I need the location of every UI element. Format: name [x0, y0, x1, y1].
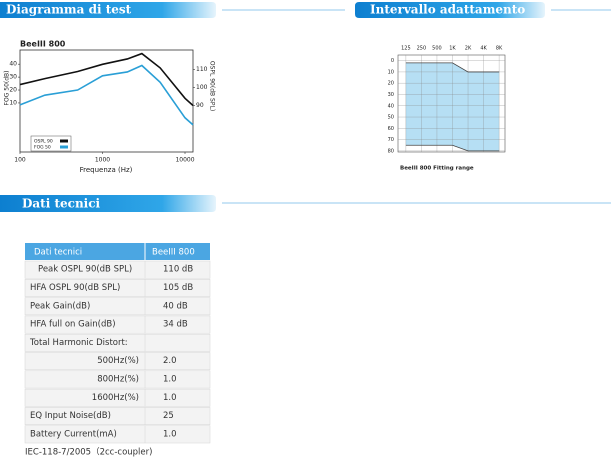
- table-row: [24, 370, 211, 389]
- table-row: [24, 425, 211, 444]
- x-tick-label: 500: [432, 46, 442, 52]
- spec-table: Dati tecnici BeeIII 800 Peak OSPL 90(dB SP…: [24, 243, 211, 444]
- footnote: IEC-118-7/2005（2cc-coupler): [25, 447, 152, 457]
- y-tick-label: 70: [388, 137, 394, 143]
- y2-tick-label: 110: [196, 66, 208, 73]
- section-tab: [0, 195, 216, 212]
- x-axis-label: Frequenza (Hz): [80, 166, 133, 174]
- legend-swatch: [60, 145, 68, 149]
- x-tick-label: 2K: [465, 46, 472, 52]
- section-title: Dati tecnici: [22, 197, 101, 211]
- row-value: 105 dB: [163, 283, 193, 293]
- y-axis-label: FOG 50(dB): [4, 71, 11, 106]
- x-tick-label: 125: [401, 46, 411, 52]
- table-header: [25, 243, 210, 260]
- x-tick-label: 1K: [449, 46, 456, 52]
- x-tick-label: 250: [417, 46, 427, 52]
- y-tick-label: 40: [388, 103, 394, 109]
- x-tick-label: 1000: [95, 157, 110, 164]
- header-cell: BeeIII 800: [152, 248, 195, 258]
- row-value: 34 dB: [163, 320, 188, 330]
- table-row: [24, 333, 211, 352]
- chart-title: BeeIII 800 Fitting range: [400, 166, 474, 172]
- y-tick-label: 10: [9, 99, 17, 106]
- row-label: Total Harmonic Distort:: [29, 338, 128, 348]
- upper-limit: [405, 62, 500, 73]
- row-label: 500Hz(%): [97, 356, 139, 366]
- table-row: [24, 388, 211, 407]
- y2-tick-label: 100: [196, 84, 208, 91]
- row-value: 1.0: [163, 374, 177, 384]
- y-tick-label: 20: [388, 81, 394, 87]
- row-label: 1600Hz(%): [92, 393, 139, 403]
- row-value: 1.0: [163, 429, 177, 439]
- y2-tick-label: 90: [196, 102, 204, 109]
- row-label: HFA OSPL 90(dB SPL): [30, 283, 120, 293]
- y-tick-label: 80: [388, 148, 394, 154]
- table-row: [24, 407, 211, 425]
- row-label: Peak Gain(dB): [30, 301, 90, 311]
- y-tick-label: 40: [9, 61, 17, 68]
- y-tick-label: 30: [388, 92, 394, 98]
- y-tick-label: 10: [388, 69, 394, 75]
- row-value: 1.0: [163, 393, 177, 403]
- row-label: Battery Current(mA): [30, 429, 117, 439]
- section-title: Intervallo adattamento: [370, 3, 525, 17]
- y-tick-label: 60: [388, 126, 394, 132]
- curve: [19, 52, 194, 107]
- row-value: 25: [163, 411, 174, 421]
- x-tick-label: 8K: [496, 46, 503, 52]
- y-tick-label: 30: [9, 74, 17, 81]
- table-row: [24, 297, 211, 316]
- row-value: 40 dB: [163, 301, 188, 311]
- y-tick-label: 50: [388, 115, 394, 121]
- y-tick-label: 0: [391, 58, 394, 64]
- x-tick-label: 100: [14, 157, 26, 164]
- curve: [19, 64, 194, 126]
- row-value: 2.0: [163, 356, 177, 366]
- section-tab: [355, 2, 545, 18]
- row-label: Peak OSPL 90(dB SPL): [38, 265, 132, 275]
- header-cell: Dati tecnici: [34, 248, 82, 258]
- row-label: HFA full on Gain(dB): [30, 320, 116, 330]
- table-row: [24, 315, 211, 334]
- section-title: Diagramma di test: [6, 3, 132, 17]
- table-row: [24, 279, 211, 297]
- x-tick-label: 10000: [175, 157, 194, 164]
- legend-label: OSPL 90: [34, 139, 53, 145]
- x-tick-label: 4K: [480, 46, 487, 52]
- row-value: 110 dB: [163, 265, 193, 275]
- section-tab: [0, 2, 216, 18]
- chart-title: BeeIII 800: [20, 40, 66, 49]
- table-row: [24, 260, 211, 279]
- plot-frame: [19, 49, 194, 153]
- table-row: [24, 352, 211, 371]
- legend-swatch: [60, 139, 68, 143]
- lower-limit: [405, 144, 500, 152]
- y-tick-label: 20: [9, 87, 17, 94]
- legend-label: FOG 50: [34, 145, 51, 151]
- row-label: EQ Input Noise(dB): [30, 411, 111, 421]
- row-label: 800Hz(%): [97, 374, 139, 384]
- y2-axis-label: OSPL 90(dB SPL): [209, 61, 216, 111]
